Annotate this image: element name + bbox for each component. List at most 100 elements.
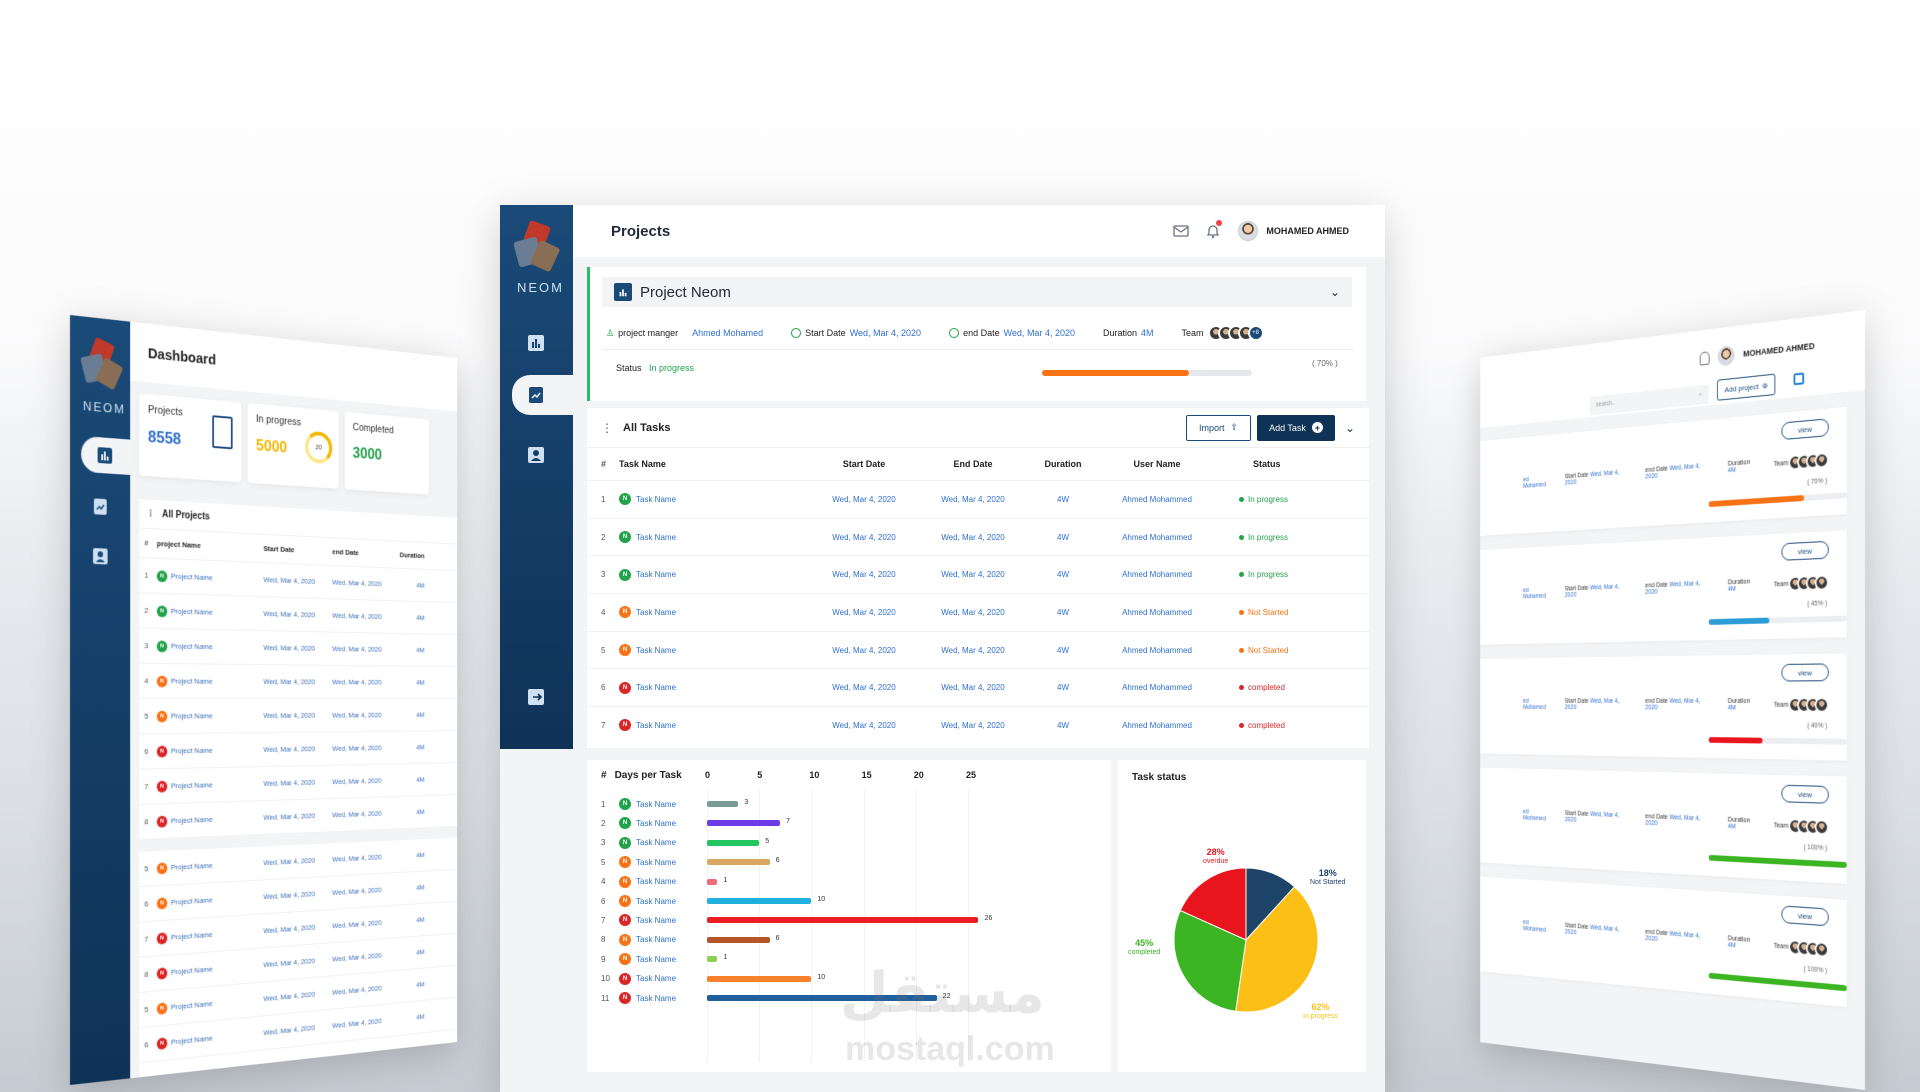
team-avatars[interactable] — [1794, 818, 1829, 835]
view-button[interactable]: view — [1781, 785, 1828, 804]
row-name-text[interactable]: Project Name — [171, 677, 213, 686]
project-card[interactable]: view ed Mohamed Start Date Wed, Mar 4, 202… — [1480, 768, 1847, 884]
list-item[interactable]: 9 N Task Name — [601, 949, 676, 969]
row-name-text[interactable]: Project Name — [171, 607, 213, 617]
task-name-link[interactable]: Task Name — [636, 974, 676, 983]
list-item[interactable]: 4 N Task Name — [601, 872, 676, 892]
list-item[interactable]: 2 N Task Name — [601, 813, 676, 833]
table-row[interactable]: 5 N Project Name Wed, Mar 4, 2020 Wed, Mar 4… — [139, 699, 457, 734]
pie-svg — [1118, 760, 1366, 1072]
bell-icon[interactable] — [1204, 222, 1222, 240]
mail-icon[interactable] — [1172, 222, 1190, 240]
table-row[interactable]: 4 N Project Name Wed, Mar 4, 2020 Wed, Mar 4… — [139, 664, 457, 699]
row-name-text[interactable]: Project Name — [171, 999, 213, 1012]
progress-gauge: 20 — [305, 431, 332, 465]
row-name: N Task Name — [619, 493, 809, 505]
task-name-link[interactable]: Task Name — [636, 570, 676, 579]
import-button[interactable]: Import ⇪ — [1186, 415, 1251, 441]
list-item[interactable]: 1 N Task Name — [601, 794, 676, 814]
report-icon[interactable] — [91, 496, 109, 517]
row-name-text[interactable]: Project Name — [171, 861, 213, 872]
task-name-link[interactable]: Task Name — [636, 608, 676, 617]
user-card-icon[interactable] — [526, 445, 546, 465]
stat-completed[interactable]: Completed 3000 — [345, 412, 429, 495]
task-name-link[interactable]: Task Name — [636, 916, 676, 925]
task-name-link[interactable]: Task Name — [636, 858, 676, 867]
table-row[interactable]: 3 N Task Name Wed, Mar 4, 2020 Wed, Mar 4, 2… — [587, 555, 1369, 593]
stat-in-progress[interactable]: In progress 5000 20 — [248, 403, 339, 489]
row-name-text[interactable]: Project Name — [171, 712, 213, 721]
view-button[interactable]: view — [1781, 541, 1828, 561]
bell-icon[interactable] — [1700, 351, 1710, 365]
task-name-link[interactable]: Task Name — [636, 877, 676, 886]
row-name-text[interactable]: Project Name — [171, 642, 213, 651]
axis-tick: 0 — [705, 770, 710, 780]
chevron-down-icon[interactable]: ⌄ — [1345, 421, 1355, 435]
table-row[interactable]: 6 N Task Name Wed, Mar 4, 2020 Wed, Mar 4, 2… — [587, 668, 1369, 706]
team-avatars[interactable] — [1794, 452, 1829, 470]
table-row[interactable]: 1 N Task Name Wed, Mar 4, 2020 Wed, Mar 4, 2… — [587, 480, 1369, 518]
table-row[interactable]: 4 N Task Name Wed, Mar 4, 2020 Wed, Mar 4, 2… — [587, 593, 1369, 631]
list-item[interactable]: 7 N Task Name — [601, 910, 676, 930]
more-vertical-icon[interactable]: ⋮ — [146, 508, 155, 519]
add-task-button[interactable]: Add Task + — [1257, 415, 1335, 441]
row-name-text[interactable]: Project Name — [171, 965, 213, 977]
project-card[interactable]: view ed Mohamed Start Date Wed, Mar 4, 202… — [1480, 530, 1847, 645]
view-button[interactable]: view — [1781, 663, 1828, 681]
row-name-text[interactable]: Project Name — [171, 746, 213, 755]
col-hash: # — [601, 459, 619, 469]
view-button[interactable]: view — [1781, 905, 1828, 926]
list-item[interactable]: 5 N Task Name — [601, 852, 676, 872]
list-item[interactable]: 8 N Task Name — [601, 930, 676, 950]
task-name-link[interactable]: Task Name — [636, 819, 676, 828]
row-name-text[interactable]: Project Name — [171, 572, 213, 582]
more-vertical-icon[interactable]: ⋮ — [601, 421, 613, 435]
row-name-text[interactable]: Project Name — [171, 896, 213, 907]
task-name-link[interactable]: Task Name — [636, 994, 676, 1003]
table-row[interactable]: 5 N Task Name Wed, Mar 4, 2020 Wed, Mar 4, 2… — [587, 631, 1369, 669]
team-avatars[interactable] — [1794, 574, 1829, 591]
chart-icon[interactable] — [526, 333, 546, 353]
task-name-link[interactable]: Task Name — [636, 800, 676, 809]
task-name-link[interactable]: Task Name — [636, 838, 676, 847]
row-name-text[interactable]: Project Name — [171, 1034, 213, 1047]
project-card[interactable]: view ed Mohamed Start Date Wed, Mar 4, 202… — [1480, 407, 1847, 536]
team-avatars[interactable]: +8 — [1214, 325, 1264, 341]
user-card-icon[interactable] — [91, 546, 109, 567]
chevron-down-icon[interactable]: ⌄ — [1330, 285, 1340, 299]
row-name-text[interactable]: Project Name — [171, 815, 213, 825]
project-card[interactable]: view ed Mohamed Start Date Wed, Mar 4, 202… — [1480, 653, 1847, 760]
stat-projects[interactable]: Projects 8558 — [139, 393, 241, 482]
list-item[interactable]: 11 N Task Name — [601, 988, 676, 1008]
search-input[interactable]: search.. ⌕ — [1590, 384, 1709, 415]
task-name-link[interactable]: Task Name — [636, 955, 676, 964]
project-card[interactable]: view ed Mohamed Start Date Wed, Mar 4, 202… — [1480, 876, 1847, 1007]
table-row[interactable]: 7 N Task Name Wed, Mar 4, 2020 Wed, Mar 4, 2… — [587, 706, 1369, 744]
row-name-text[interactable]: Project Name — [171, 781, 213, 791]
task-name-link[interactable]: Task Name — [636, 897, 676, 906]
calendar-icon[interactable] — [1794, 372, 1805, 385]
task-name-link[interactable]: Task Name — [636, 495, 676, 504]
project-header[interactable]: Project Neom ⌄ — [602, 277, 1352, 307]
task-name-link[interactable]: Task Name — [636, 683, 676, 692]
avatar[interactable] — [1718, 345, 1735, 366]
avatar[interactable] — [1238, 221, 1258, 241]
list-item[interactable]: 3 N Task Name — [601, 833, 676, 853]
list-item[interactable]: 10 N Task Name — [601, 969, 676, 989]
table-row[interactable]: 3 N Project Name Wed, Mar 4, 2020 Wed, Mar 4… — [139, 628, 457, 667]
nav-projects[interactable] — [512, 375, 573, 415]
team-avatars[interactable] — [1794, 939, 1829, 958]
nav-dashboard[interactable] — [81, 436, 130, 475]
team-avatars[interactable] — [1794, 697, 1829, 713]
logout-icon[interactable] — [526, 687, 546, 707]
row-name: N Project Name — [157, 744, 264, 757]
add-project-button[interactable]: Add project ⊕ — [1717, 374, 1776, 401]
task-name-link[interactable]: Task Name — [636, 533, 676, 542]
table-row[interactable]: 2 N Task Name Wed, Mar 4, 2020 Wed, Mar 4, 2… — [587, 518, 1369, 556]
task-name-link[interactable]: Task Name — [636, 935, 676, 944]
task-name-link[interactable]: Task Name — [636, 721, 676, 730]
task-name-link[interactable]: Task Name — [636, 646, 676, 655]
list-item[interactable]: 6 N Task Name — [601, 891, 676, 911]
row-name-text[interactable]: Project Name — [171, 930, 213, 942]
view-button[interactable]: view — [1781, 418, 1828, 440]
